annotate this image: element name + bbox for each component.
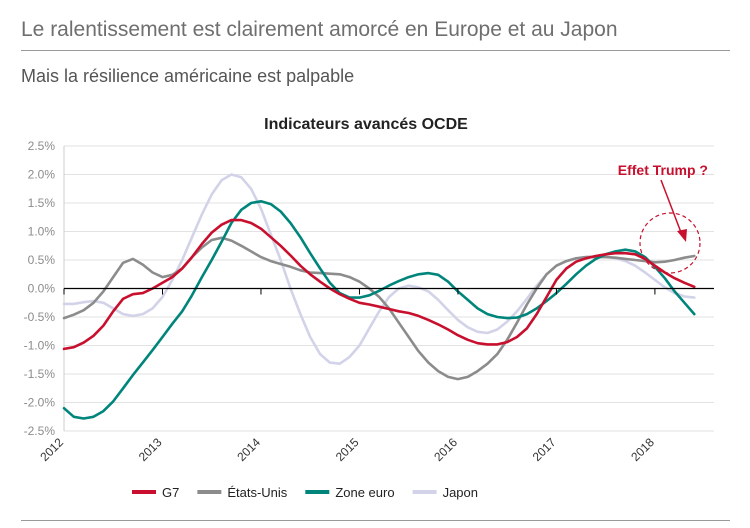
- page-subtitle: Mais la résilience américaine est palpab…: [21, 66, 355, 86]
- x-tick-label: 2016: [431, 435, 460, 464]
- legend-label: États-Unis: [227, 485, 287, 500]
- x-tick-label: 2015: [333, 435, 362, 464]
- annotation-label: Effet Trump ?: [618, 162, 708, 178]
- legend-label: G7: [162, 485, 179, 500]
- series-line-0: [62, 218, 696, 351]
- header-divider: [21, 50, 730, 51]
- footer-divider: [21, 520, 730, 521]
- y-tick-label: -2.0%: [24, 396, 56, 410]
- y-tick-label: -1.0%: [24, 339, 56, 353]
- series-layer: [62, 173, 696, 420]
- y-tick-label: 0.5%: [28, 253, 56, 267]
- y-tick-label: -0.5%: [24, 310, 56, 324]
- legend-label: Japon: [443, 485, 478, 500]
- y-axis: 2.5% 2.0% 1.5% 1.0% 0.5% 0.0% -0.5% -1.0% -1.5% -…: [24, 139, 65, 438]
- x-tick-label: 2017: [530, 435, 559, 464]
- chart-title: Indicateurs avancés OCDE: [264, 116, 468, 133]
- x-tick-label: 2018: [628, 435, 657, 464]
- y-tick-label: 0.0%: [28, 282, 56, 296]
- y-tick-label: 1.0%: [28, 225, 56, 239]
- legend-label: Zone euro: [335, 485, 394, 500]
- y-tick-label: 2.5%: [28, 139, 56, 153]
- grid-layer: [64, 145, 714, 432]
- annotation-layer: Effet Trump ?: [618, 162, 708, 274]
- legend: G7 États-Unis Zone euro Japon: [132, 485, 478, 500]
- series-line-1: [62, 236, 696, 381]
- y-tick-label: 2.0%: [28, 168, 56, 182]
- page-title: Le ralentissement est clairement amorcé …: [21, 18, 618, 41]
- y-tick-label: 1.5%: [28, 196, 56, 210]
- y-tick-label: -1.5%: [24, 367, 56, 381]
- series-line-2: [62, 200, 696, 420]
- annotation-circle: [639, 212, 701, 274]
- x-tick-label: 2014: [234, 435, 263, 464]
- x-tick-label: 2012: [37, 435, 66, 464]
- x-tick-label: 2013: [136, 435, 165, 464]
- y-tick-label: -2.5%: [24, 424, 56, 438]
- annotation-arrow: [660, 179, 683, 236]
- annotation-arrowhead: [677, 229, 687, 242]
